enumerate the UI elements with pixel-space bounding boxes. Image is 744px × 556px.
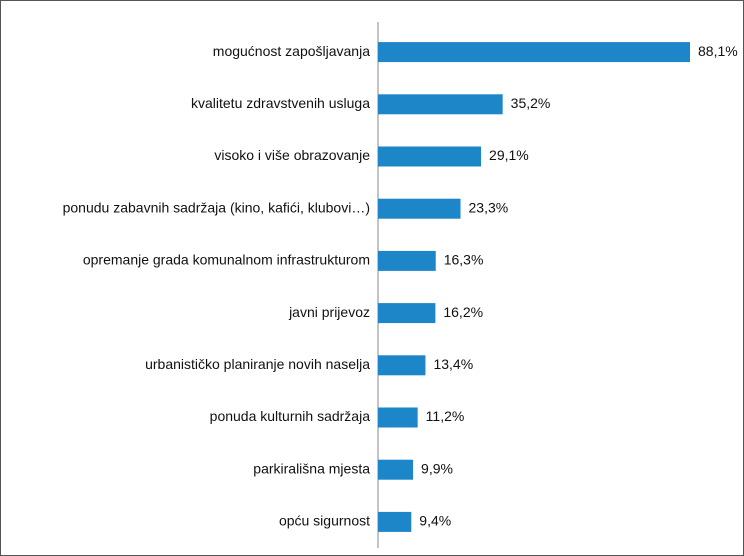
bar: [378, 303, 436, 324]
category-label: kvalitetu zdravstvenih usluga: [191, 95, 370, 111]
value-label: 29,1%: [489, 147, 529, 163]
bar: [378, 250, 436, 271]
category-label: ponuda kulturnih sadržaja: [210, 408, 371, 424]
value-label: 88,1%: [698, 43, 738, 59]
value-label: 23,3%: [469, 199, 509, 215]
category-label: javni prijevoz: [288, 304, 370, 320]
bar: [378, 459, 414, 480]
bar: [378, 355, 426, 376]
bar: [378, 407, 418, 428]
bar: [378, 94, 503, 115]
bar: [378, 146, 482, 167]
category-label: visoko i više obrazovanje: [214, 147, 370, 163]
bar: [378, 511, 412, 532]
value-label: 16,3%: [444, 252, 484, 268]
value-label: 11,2%: [426, 408, 465, 424]
value-label: 13,4%: [433, 356, 473, 372]
value-label: 9,4%: [419, 513, 451, 529]
bar: [378, 198, 461, 219]
value-label: 35,2%: [511, 95, 551, 111]
bar: [378, 42, 690, 63]
value-label: 9,9%: [421, 460, 453, 476]
category-label: ponudu zabavnih sadržaja (kino, kafići, …: [63, 199, 370, 215]
value-label: 16,2%: [443, 304, 483, 320]
category-label: urbanističko planiranje novih naselja: [145, 356, 370, 372]
category-label: opremanje grada komunalnom infrastruktur…: [83, 252, 370, 268]
category-label: mogućnost zapošljavanja: [213, 43, 370, 59]
category-label: opću sigurnost: [279, 513, 370, 529]
category-label: parkirališna mjesta: [253, 460, 370, 476]
